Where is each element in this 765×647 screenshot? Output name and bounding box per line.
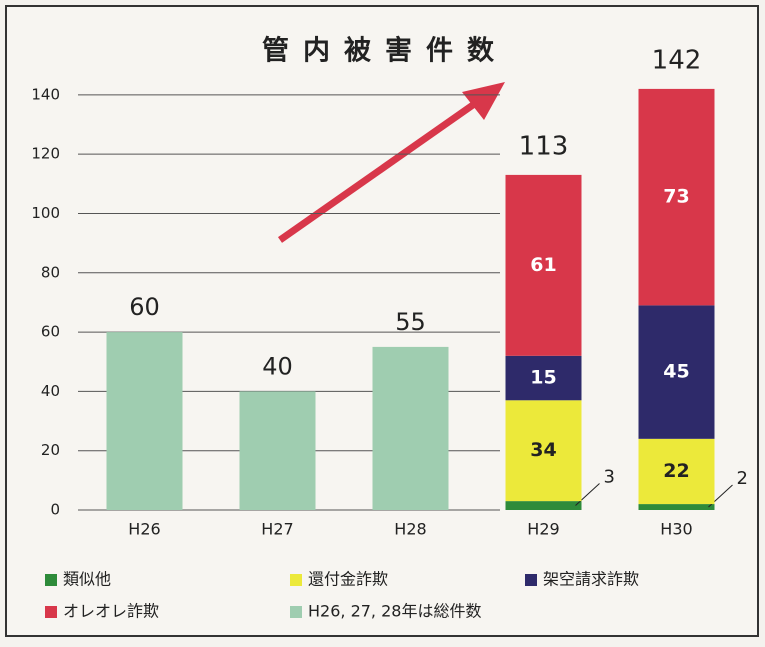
bar-segment [639,504,715,510]
bar-segment [373,347,449,510]
page: 管内被害件数 0 20 40 60 80 100 120 140 H26 60 H27 40 H28 55… [0,0,765,647]
bar-segment [107,332,183,510]
legend-label: 架空請求詐欺 [543,570,639,589]
bar-segment [240,391,316,510]
value-label: 60 [129,293,160,321]
legend-swatch [290,606,302,618]
value-label: 61 [530,254,556,276]
value-label: 22 [663,460,689,482]
y-tick-label: 0 [50,501,60,519]
y-tick-label: 40 [41,382,60,400]
legend-swatch [45,574,57,586]
legend-label: H26, 27, 28年は総件数 [308,602,481,621]
y-tick-label: 20 [41,441,60,459]
x-tick-label: H27 [261,520,293,539]
bar-segment [506,501,582,510]
legend-swatch [45,606,57,618]
total-label: 113 [519,131,569,161]
legend-swatch [525,574,537,586]
legend-label: 類似他 [63,570,111,589]
y-tick-label: 60 [41,323,60,341]
y-tick-label: 100 [31,204,60,222]
total-label: 142 [652,45,702,75]
legend-swatch [290,574,302,586]
value-label: 55 [395,308,426,336]
legend-label: 還付金詐欺 [308,570,388,589]
value-label: 2 [737,468,748,489]
x-tick-label: H28 [394,520,426,539]
value-label: 34 [530,439,556,461]
chart: 管内被害件数 0 20 40 60 80 100 120 140 H26 60 H27 40 H28 55… [0,0,765,643]
y-tick-label: 120 [31,145,60,163]
value-label: 40 [262,352,293,380]
x-tick-label: H26 [128,520,160,539]
value-label: 3 [604,467,615,488]
x-tick-label: H30 [660,520,692,539]
value-label: 15 [530,367,556,389]
y-tick-label: 80 [41,263,60,281]
y-tick-label: 140 [31,85,60,103]
x-tick-label: H29 [527,520,559,539]
chart-title: 管内被害件数 [262,35,508,67]
legend-label: オレオレ詐欺 [63,602,159,621]
value-label: 73 [663,186,689,208]
value-label: 45 [663,361,689,383]
